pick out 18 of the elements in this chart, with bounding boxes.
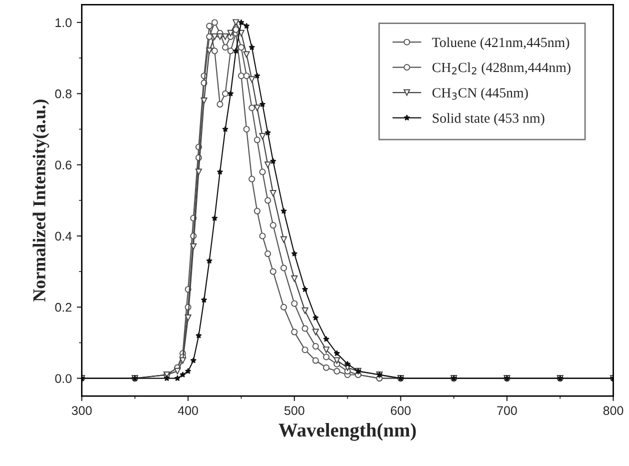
x-axis-title: Wavelength(nm) [278,423,416,441]
y-axis-title: Normalized Intensity(a.u.) [32,100,50,302]
y-tick-label: 0.0 [55,374,72,383]
y-tick-label: 1.0 [56,18,72,28]
y-tick-label: 0.8 [55,89,72,98]
x-tick-label: 400 [178,406,198,416]
legend-label: CH$_{2}$Cl$_{2}$ (428nm,444nm) [432,62,570,76]
x-tick-label: 500 [284,406,304,416]
y-tick-label: 0.6 [55,160,72,170]
legend-label: Toluene (421nm,445nm) [432,37,570,50]
x-tick-label: 600 [390,406,411,416]
y-tick-label: 0.4 [55,232,72,241]
y-tick-label: 0.2 [55,302,72,312]
x-tick-label: 700 [497,406,517,416]
x-tick-label: 800 [603,406,624,416]
x-tick-label: 300 [72,406,92,416]
legend-label: CH$_{3}$CN (445nm) [432,88,528,100]
legend-label: Solid state (453 nm) [432,113,544,126]
